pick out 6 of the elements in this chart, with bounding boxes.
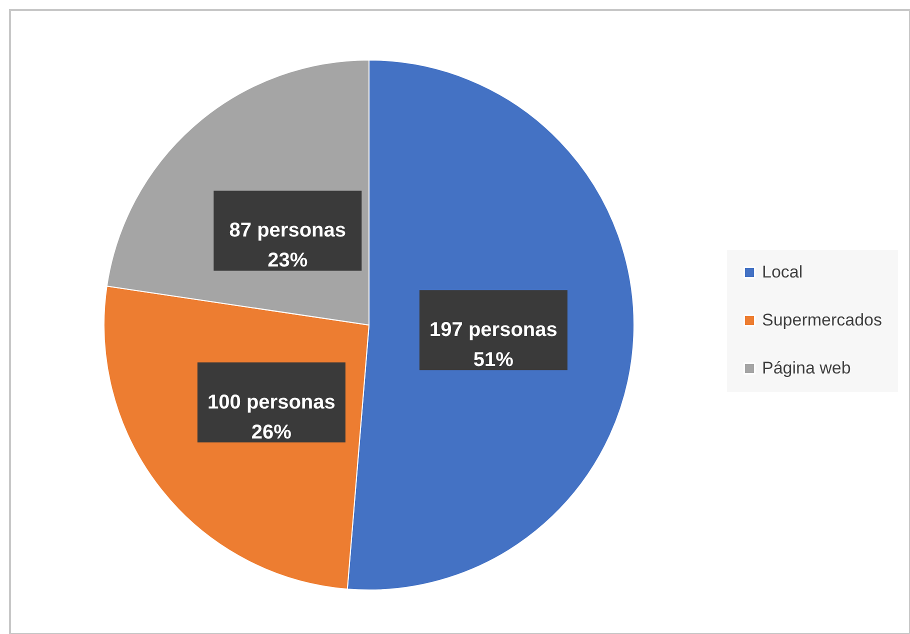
legend-label: Local <box>762 262 803 282</box>
data-label: 197 personas 51% <box>430 319 558 372</box>
legend-label: Supermercados <box>762 310 882 330</box>
data-label: 100 personas 26% <box>208 391 336 444</box>
data-label: 87 personas 23% <box>229 220 346 272</box>
legend-label: Página web <box>762 358 851 378</box>
